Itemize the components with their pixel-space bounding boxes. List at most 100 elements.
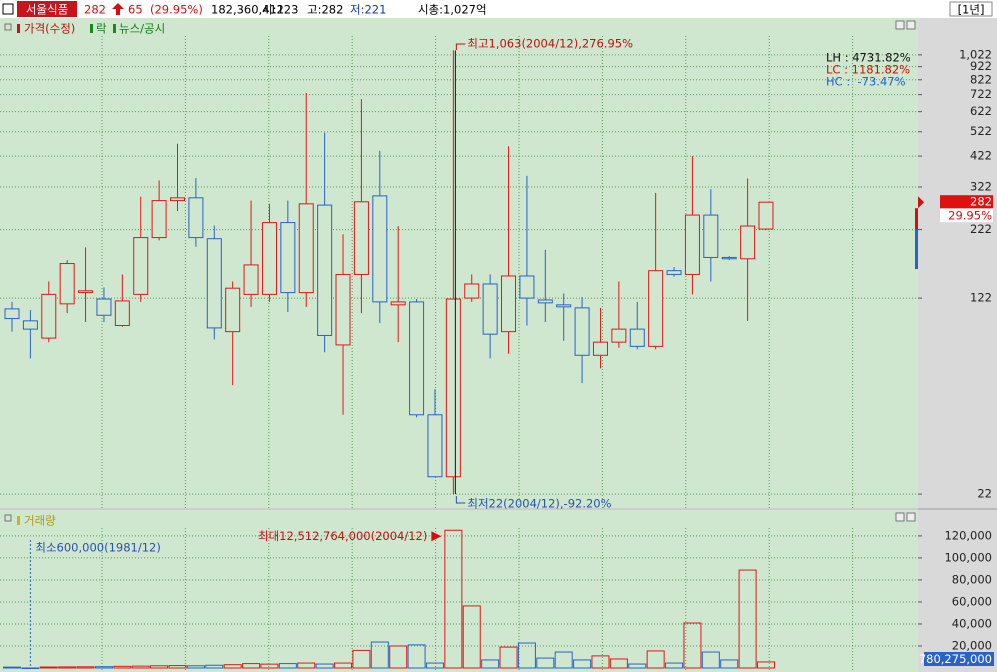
min-price-label: 최저22(2004/12),-92.20% <box>467 497 611 511</box>
candle-body <box>170 197 186 202</box>
candle-body <box>519 275 535 299</box>
legend-rights: 락 <box>96 22 107 36</box>
panel-icon[interactable] <box>4 514 12 522</box>
last-price-box <box>940 195 993 209</box>
candle-body <box>592 341 608 356</box>
legend-mark <box>113 24 116 33</box>
y-tick-label: 60,000 <box>952 594 992 608</box>
candle-body <box>114 300 130 327</box>
candle-body <box>335 273 351 346</box>
panel-icon[interactable] <box>4 23 12 31</box>
y-tick-label: 122 <box>970 291 992 305</box>
candle-body <box>280 222 296 294</box>
legend-mark <box>90 24 93 33</box>
stat-label: LC : 1181.82% <box>826 63 910 77</box>
last-price-pointer <box>918 196 924 209</box>
candle-body <box>703 214 719 258</box>
name-box <box>17 1 77 17</box>
candle-body <box>298 203 314 294</box>
candle-body <box>59 263 75 305</box>
volume-bar <box>297 662 316 669</box>
range-bar <box>915 208 918 236</box>
candle-body <box>648 270 664 347</box>
panel-button[interactable] <box>895 512 905 522</box>
candle-body <box>22 320 38 330</box>
y-tick-label: 722 <box>970 87 992 101</box>
volume-bar <box>334 662 353 669</box>
legend-price: 가격(수정) <box>24 22 75 36</box>
volume: 182,360,411 <box>211 3 284 17</box>
volume-bar <box>720 659 739 669</box>
checkbox[interactable] <box>2 3 14 15</box>
volume-bar <box>260 663 279 669</box>
last-change: 29.95% <box>948 209 992 223</box>
candle-body <box>427 414 443 478</box>
volume-bar <box>536 657 555 669</box>
volume-bar <box>150 665 169 669</box>
volume-panel <box>0 510 918 672</box>
y-tick-label: 1,022 <box>959 47 992 61</box>
volume-bar <box>609 658 628 669</box>
max-price-arrow <box>455 43 466 50</box>
y-tick-label: 222 <box>970 222 992 236</box>
candle-body <box>445 298 461 478</box>
up-arrow <box>112 3 124 15</box>
high: 고:282 <box>307 3 343 17</box>
stock-name: 서울식품 <box>26 3 68 17</box>
candle-body <box>317 204 333 336</box>
candle-body <box>629 328 645 347</box>
candle-body <box>574 307 590 356</box>
volume-bar <box>481 659 500 669</box>
period-button[interactable] <box>949 1 993 17</box>
market-cap: 시총:1,027억 <box>418 3 487 17</box>
y-tick-label: 120,000 <box>944 528 992 542</box>
open: 시:223 <box>262 3 298 17</box>
volume-bar <box>756 661 775 669</box>
low: 저:221 <box>350 3 386 17</box>
candle-body <box>390 301 406 306</box>
candle-body <box>501 275 517 333</box>
min-price-arrow <box>455 496 466 504</box>
volume-bar <box>517 642 536 669</box>
max-price-label: 최고1,063(2004/12),276.95% <box>467 37 633 51</box>
volume-bar <box>573 659 592 669</box>
vertical-grid <box>101 36 854 672</box>
period: [1년] <box>958 3 985 17</box>
y-tick-label: 922 <box>970 59 992 73</box>
last-price: 282 <box>970 195 992 209</box>
panel-button[interactable] <box>906 20 916 30</box>
y-tick-label: 522 <box>970 124 992 138</box>
last-volume-box <box>924 652 994 666</box>
candle-body <box>464 283 480 299</box>
candle-body <box>188 197 204 239</box>
y-tick-label: 100,000 <box>944 550 992 564</box>
candle-body <box>740 225 756 260</box>
legend-volume: 거래량 <box>24 514 56 528</box>
y-tick-label: 20,000 <box>952 638 992 652</box>
volume-bar <box>628 663 647 669</box>
candle-body <box>482 283 498 335</box>
last-volume: 780,275,000 <box>919 652 992 666</box>
y-tick-label: 22 <box>977 487 992 501</box>
min-volume-label: 최소600,000(1981/12) <box>35 541 160 555</box>
volume-bar <box>683 622 702 669</box>
candle-body <box>372 195 388 303</box>
y-tick-label: 80,000 <box>952 572 992 586</box>
candle-body <box>151 200 167 239</box>
volume-bar <box>168 665 187 669</box>
top-bar <box>0 0 997 18</box>
y-tick-label: 422 <box>970 149 992 163</box>
range-bar <box>915 229 918 270</box>
candle-body <box>611 328 627 343</box>
y-tick-label: 40,000 <box>952 616 992 630</box>
panel-button[interactable] <box>906 512 916 522</box>
y-tick-label: 622 <box>970 104 992 118</box>
candle-body <box>409 301 425 416</box>
volume-bar <box>499 646 518 669</box>
panel-button[interactable] <box>895 20 905 30</box>
legend-mark <box>17 516 20 525</box>
candle-body <box>721 256 737 260</box>
candle-body <box>78 290 94 294</box>
candle-body <box>261 222 277 295</box>
